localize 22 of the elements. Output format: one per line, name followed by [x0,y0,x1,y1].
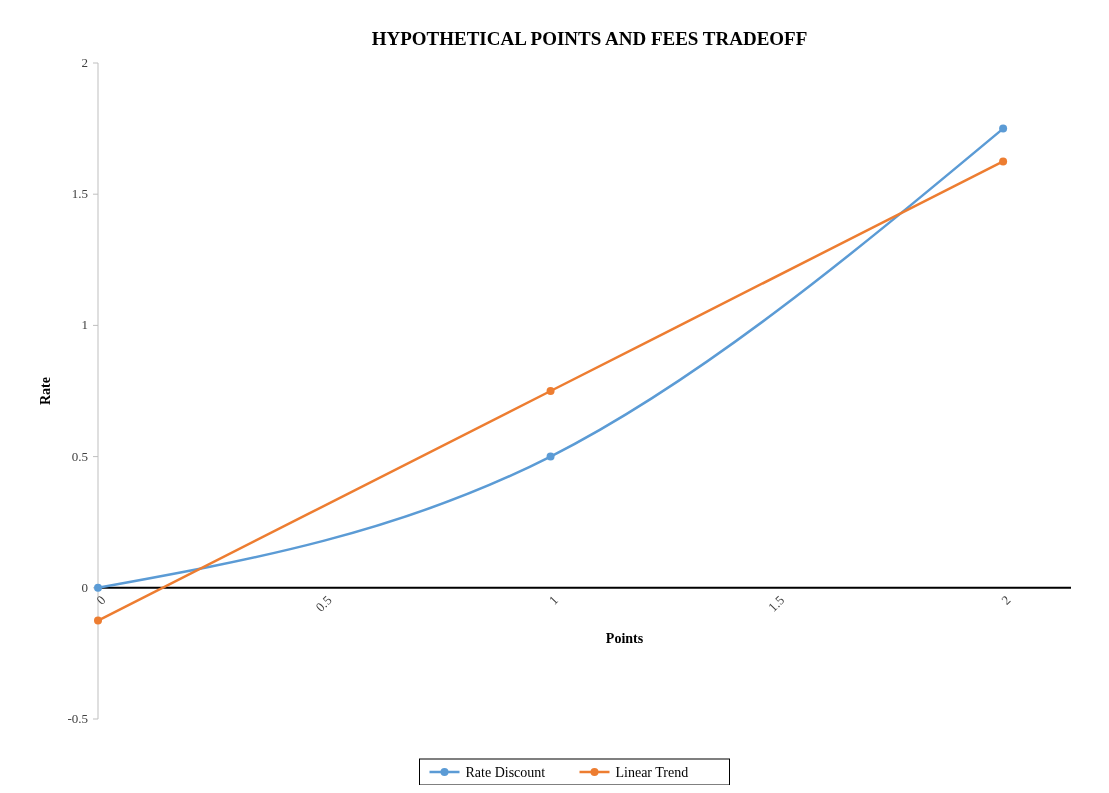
y-tick-label: -0.5 [67,711,88,726]
point [546,387,555,395]
point [94,583,102,592]
y-tick-label: 0 [81,579,88,595]
point [546,452,555,461]
x-tick-label: 2 [998,592,1014,608]
chart-title: HYPOTHETICAL POINTS AND FEES TRADEOFF [371,28,808,49]
y-tick-label: 1 [81,317,88,333]
x-tick-label: 0.5 [312,592,335,615]
y-tick-label: 2 [81,55,88,70]
x-axis-title: Points [605,630,644,646]
legend-label: Linear Trend [615,765,689,780]
y-tick-label: 1.5 [71,186,88,202]
point [94,616,102,625]
point [999,157,1008,166]
x-tick-label: 1 [545,592,561,608]
y-axis-title: Rate [38,377,53,405]
point [999,124,1008,133]
legend-label: Rate Discount [465,765,546,780]
x-tick-label: 0 [93,592,109,608]
y-tick-label: 0.5 [71,448,88,464]
x-tick-label: 1.5 [765,592,788,615]
